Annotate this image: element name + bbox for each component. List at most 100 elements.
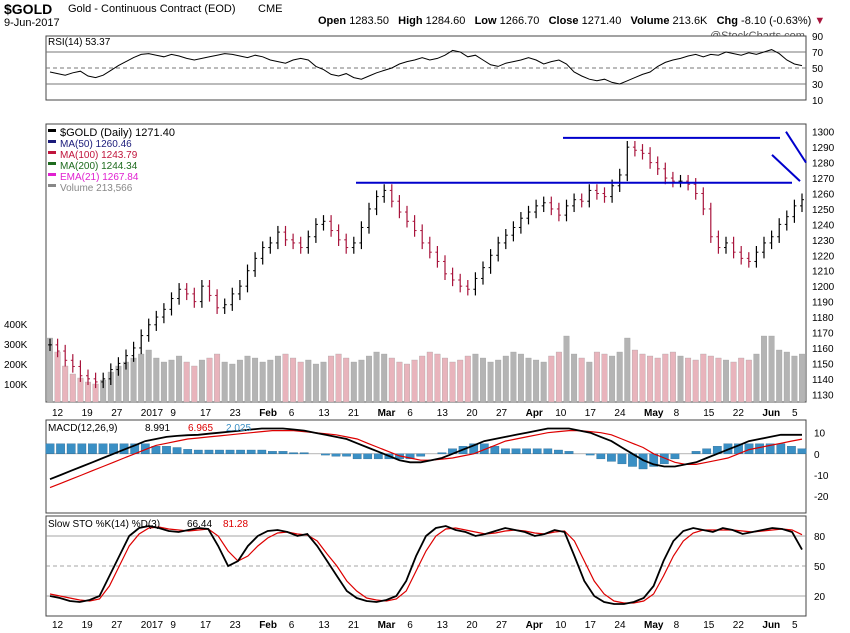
macd-histogram-bar <box>405 453 415 460</box>
volume-bar <box>776 349 783 403</box>
volume-bar <box>305 359 312 403</box>
x-tick-label-bottom: 22 <box>733 620 745 631</box>
macd-histogram-bar <box>299 452 309 455</box>
volume-bar <box>495 359 502 403</box>
macd-histogram-bar <box>331 453 341 457</box>
volume-bar <box>69 373 76 403</box>
price-tick-label: 1150 <box>812 359 834 370</box>
macd-histogram-bar <box>776 443 786 454</box>
x-tick-label: 13 <box>437 408 449 419</box>
volume-bar <box>350 361 357 403</box>
price-tick-label: 1300 <box>812 128 835 139</box>
volume-bar <box>761 335 767 403</box>
high-value: 1284.60 <box>425 15 466 27</box>
volume-bar <box>540 361 547 403</box>
x-tick-label-bottom: 15 <box>703 620 715 631</box>
macd-histogram-bar <box>479 443 489 454</box>
flag-trendline-lower <box>771 154 801 182</box>
macd-histogram-bar <box>691 451 701 454</box>
x-tick-label-bottom: 12 <box>52 620 64 631</box>
volume-bar <box>183 361 190 403</box>
price-legend-swatch <box>48 140 56 143</box>
macd-histogram-bar <box>225 449 235 454</box>
price-tick-label: 1230 <box>812 236 835 247</box>
x-tick-label-bottom: 6 <box>407 620 413 631</box>
volume-bar <box>783 351 790 403</box>
x-tick-label: Jun <box>762 408 780 419</box>
x-tick-label-bottom: 6 <box>289 620 295 631</box>
x-tick-label-bottom: Jun <box>762 620 780 631</box>
macd-histogram-bar <box>702 448 712 454</box>
volume-bar <box>145 349 152 403</box>
volume-bar <box>168 359 175 403</box>
volume-bar <box>745 359 752 403</box>
volume-bar <box>366 355 372 403</box>
x-tick-label-bottom: 24 <box>614 620 626 631</box>
macd-histogram-bar <box>257 449 267 454</box>
macd-tick-label: 10 <box>814 429 826 440</box>
price-legend-entry: EMA(21) 1267.84 <box>60 172 139 183</box>
macd-histogram-bar <box>490 446 500 454</box>
volume-bar <box>290 357 297 403</box>
volume-bar <box>715 357 722 403</box>
price-legend-swatch <box>48 162 56 165</box>
macd-tick-label: 0 <box>814 450 820 461</box>
macd-histogram-bar <box>585 453 595 456</box>
macd-histogram-bar <box>215 449 224 454</box>
macd-histogram-bar <box>511 448 521 454</box>
x-tick-label: 10 <box>555 408 567 419</box>
volume-bar <box>191 365 198 403</box>
volume-bar <box>548 355 555 403</box>
volume-bar <box>434 353 441 403</box>
x-tick-label-bottom: 21 <box>348 620 360 631</box>
volume-bar <box>662 353 669 403</box>
price-tick-label: 1270 <box>812 174 835 185</box>
chg-value: -8.10 (-0.63%) <box>741 15 812 27</box>
price-legend-swatch <box>48 173 56 176</box>
chg-label: Chg <box>716 15 738 27</box>
low-value: 1266.70 <box>499 15 540 27</box>
sto-tick-label: 50 <box>814 562 826 573</box>
volume-bar <box>130 357 137 403</box>
volume-bar <box>62 365 69 403</box>
sto-tick-label: 80 <box>814 532 826 543</box>
macd-histogram-bar <box>596 453 606 460</box>
x-tick-label-bottom: 19 <box>82 620 94 631</box>
macd-histogram-bar <box>501 448 510 454</box>
price-tick-label: 1180 <box>812 313 834 324</box>
volume-bar <box>578 357 585 403</box>
x-tick-label: 6 <box>289 408 295 419</box>
volume-bar <box>464 355 471 403</box>
volume-bar <box>54 351 61 403</box>
volume-bar <box>442 357 448 403</box>
volume-bar <box>624 337 631 403</box>
volume-bar <box>419 355 426 403</box>
macd-histogram-bar <box>162 446 171 454</box>
volume-bar <box>480 357 486 403</box>
price-tick-label: 1220 <box>812 251 835 262</box>
open-label: Open <box>318 15 347 27</box>
macd-legend-hist: 2.025 <box>226 423 251 434</box>
volume-bar <box>472 353 479 403</box>
volume-bar <box>571 353 578 403</box>
volume-bar <box>138 353 145 403</box>
price-legend-swatch <box>48 184 56 187</box>
volume-bar <box>244 355 251 403</box>
macd-legend-value: 8.991 <box>145 423 170 434</box>
macd-histogram-bar <box>755 443 764 454</box>
x-tick-label-bottom: 2017 <box>141 620 164 631</box>
volume-bar <box>343 357 350 403</box>
macd-line <box>49 427 802 481</box>
macd-histogram-bar <box>278 451 288 454</box>
volume-bar <box>631 349 638 403</box>
volume-bar <box>669 351 676 403</box>
volume-bar <box>723 359 729 403</box>
x-tick-label: 21 <box>348 408 360 419</box>
x-tick-label-bottom: 17 <box>200 620 212 631</box>
volume-bar <box>229 363 236 403</box>
volume-bar <box>206 357 213 403</box>
rsi-tick-label: 70 <box>812 48 824 59</box>
price-tick-label: 1130 <box>812 390 834 401</box>
price-tick-label: 1290 <box>812 143 835 154</box>
volume-tick-label: 300K <box>4 340 28 351</box>
